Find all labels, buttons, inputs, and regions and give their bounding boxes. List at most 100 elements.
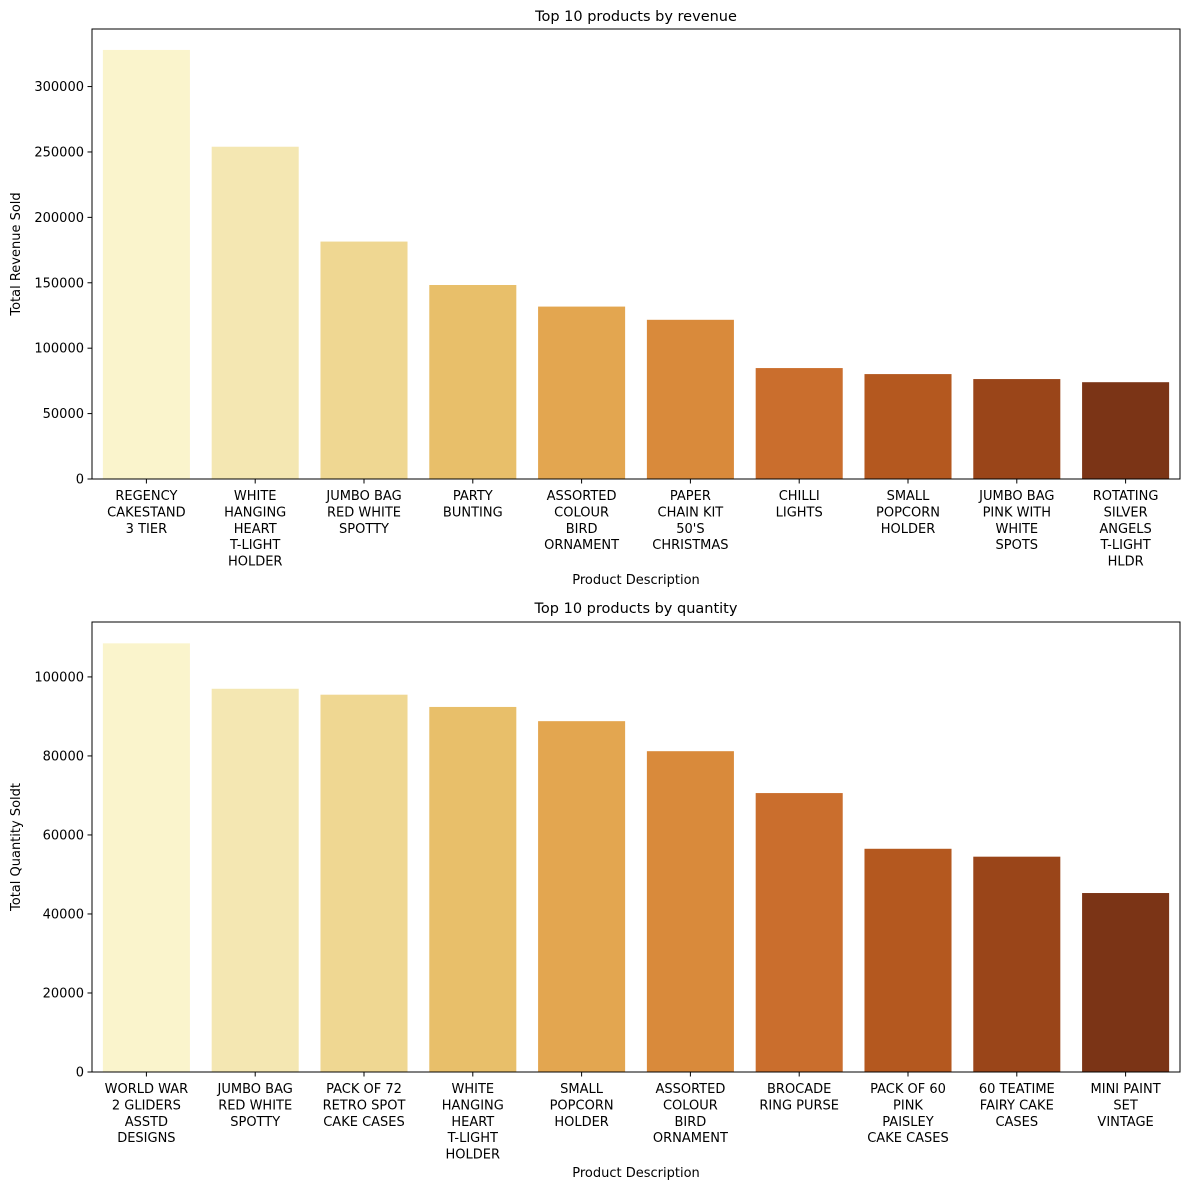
chart-2-bar bbox=[646, 751, 734, 1072]
chart-2-x-tick-label: WORLD WAR 2 GLIDERS ASSTD DESIGNS bbox=[105, 1082, 189, 1146]
chart-1-x-tick-label: CHILLI LIGHTS bbox=[776, 489, 823, 520]
chart-2-bar bbox=[973, 856, 1061, 1072]
chart-2-x-tick-label-line: JUMBO BAG bbox=[217, 1082, 293, 1097]
chart-2-bar bbox=[320, 694, 408, 1072]
chart-1-x-tick-label-line: BUNTING bbox=[443, 505, 503, 520]
chart-2-x-tick-label-line: MINI PAINT bbox=[1091, 1082, 1161, 1097]
chart-2-x-tick-label-line: PAISLEY bbox=[882, 1115, 933, 1130]
chart-1-y-axis-label: Total Revenue Sold bbox=[9, 192, 24, 316]
chart-2-title: Top 10 products by quantity bbox=[534, 601, 738, 617]
chart-1-bar bbox=[864, 374, 952, 479]
chart-1-x-tick-label-line: JUMBO BAG bbox=[325, 489, 401, 504]
chart-1-bar bbox=[429, 285, 517, 479]
chart-1-x-tick-label-line: T-LIGHT bbox=[1099, 538, 1150, 553]
chart-2-x-tick-label-line: DESIGNS bbox=[117, 1131, 175, 1146]
chart-2-x-tick-label-line: RED WHITE bbox=[218, 1098, 292, 1113]
chart-2-x-tick-label-line: SMALL bbox=[560, 1082, 604, 1097]
chart-2-x-tick-label-line: HOLDER bbox=[554, 1115, 609, 1130]
chart-1-y-tick-label: 100000 bbox=[34, 342, 84, 357]
chart-1-x-tick-label-line: ORNAMENT bbox=[544, 538, 619, 553]
chart-1-x-axis-label: Product Description bbox=[572, 573, 700, 588]
chart-2-axes-frame bbox=[91, 621, 1181, 1073]
chart-2-x-tick-label-line: SPOTTY bbox=[230, 1115, 280, 1130]
chart-2-x-tick-label-line: HANGING bbox=[442, 1098, 504, 1113]
chart-2-bar bbox=[755, 793, 843, 1072]
chart-1-bar bbox=[538, 306, 626, 479]
chart-1-axes-frame bbox=[91, 28, 1181, 480]
chart-1-bar bbox=[320, 241, 408, 479]
chart-1-y-tick-label: 0 bbox=[76, 473, 84, 488]
chart-1-x-tick-label: WHITE HANGING HEART T-LIGHT HOLDER bbox=[224, 489, 286, 570]
chart-1-x-tick-label-line: SPOTTY bbox=[339, 522, 389, 537]
chart-1-bar bbox=[211, 146, 299, 480]
chart-1-bar bbox=[102, 49, 190, 479]
chart-2-x-tick-label-line: ORNAMENT bbox=[653, 1131, 728, 1146]
chart-2-x-tick-label: PACK OF 60 PINK PAISLEY CAKE CASES bbox=[867, 1082, 949, 1146]
chart-2-x-tick-label-line: WHITE bbox=[451, 1082, 494, 1097]
chart-1-x-tick-label-line: LIGHTS bbox=[776, 505, 823, 520]
chart-2-x-tick-label-line: POPCORN bbox=[550, 1098, 614, 1113]
chart-2-x-tick-label-line: WORLD WAR bbox=[105, 1082, 189, 1097]
chart-1-x-tick-label-line: HOLDER bbox=[228, 555, 283, 570]
chart-1-x-tick-label: REGENCY CAKESTAND 3 TIER bbox=[107, 489, 186, 537]
chart-2-x-tick-label-line: BROCADE bbox=[767, 1082, 831, 1097]
chart-2-x-tick-label-line: ASSTD bbox=[125, 1115, 168, 1130]
chart-2-x-tick-label: PACK OF 72 RETRO SPOT CAKE CASES bbox=[323, 1082, 406, 1130]
chart-2-x-tick-label-line: PACK OF 72 bbox=[326, 1082, 402, 1097]
chart-2-x-tick-label: 60 TEATIME FAIRY CAKE CASES bbox=[979, 1082, 1055, 1130]
chart-1-x-tick-label-line: PARTY bbox=[453, 489, 493, 504]
chart-1-x-tick-label-line: SILVER bbox=[1104, 505, 1148, 520]
chart-1-x-tick-label: JUMBO BAG PINK WITH WHITE SPOTS bbox=[978, 489, 1054, 553]
chart-1-bar bbox=[1082, 382, 1170, 479]
chart-1-x-tick-label-line: SMALL bbox=[887, 489, 931, 504]
chart-2-y-tick-label: 80000 bbox=[43, 749, 84, 764]
chart-1-x-tick-label-line: CHILLI bbox=[779, 489, 820, 504]
chart-1-x-tick-label-line: 50'S bbox=[676, 522, 704, 537]
chart-1-x-tick-label-line: BIRD bbox=[566, 522, 598, 537]
chart-2-x-tick-label-line: T-LIGHT bbox=[447, 1131, 498, 1146]
chart-1-x-tick-label-line: SPOTS bbox=[996, 538, 1039, 553]
chart-2-x-tick-label: JUMBO BAG RED WHITE SPOTTY bbox=[217, 1082, 293, 1130]
chart-2-x-tick-label-line: CAKE CASES bbox=[323, 1115, 405, 1130]
chart-1-y-tick-label: 200000 bbox=[34, 211, 84, 226]
chart-1-x-tick-label-line: PAPER bbox=[670, 489, 711, 504]
chart-2-x-axis-label: Product Description bbox=[572, 1166, 700, 1181]
chart-2-x-tick-label-line: 60 TEATIME bbox=[979, 1082, 1055, 1097]
chart-1-y-tick-label: 50000 bbox=[43, 407, 84, 422]
chart-1-x-tick-label-line: ANGELS bbox=[1099, 522, 1151, 537]
chart-2-x-tick-label-line: COLOUR bbox=[663, 1098, 718, 1113]
chart-1-y-tick-label: 250000 bbox=[34, 145, 84, 160]
chart-1-x-tick-label: SMALL POPCORN HOLDER bbox=[876, 489, 940, 537]
chart-1-x-tick-label-line: HOLDER bbox=[881, 522, 936, 537]
chart-1-x-tick-label: ASSORTED COLOUR BIRD ORNAMENT bbox=[544, 489, 619, 553]
chart-1-x-tick-label-line: 3 TIER bbox=[126, 522, 167, 537]
chart-2-y-tick-label: 0 bbox=[76, 1066, 84, 1081]
chart-2-x-tick-label-line: PACK OF 60 bbox=[870, 1082, 946, 1097]
chart-2-x-tick-label-line: ASSORTED bbox=[655, 1082, 725, 1097]
chart-2-x-tick-label: ASSORTED COLOUR BIRD ORNAMENT bbox=[653, 1082, 728, 1146]
chart-1-x-tick-label-line: RED WHITE bbox=[327, 505, 401, 520]
chart-2-x-tick-label: BROCADE RING PURSE bbox=[759, 1082, 839, 1113]
chart-2-y-tick-label: 60000 bbox=[43, 828, 84, 843]
chart-2-x-tick-label-line: CASES bbox=[995, 1115, 1038, 1130]
chart-1-x-tick-label-line: HLDR bbox=[1108, 555, 1144, 570]
chart-2-bar bbox=[211, 688, 299, 1072]
chart-1-bar bbox=[973, 379, 1061, 479]
chart-1-x-tick-label-line: WHITE bbox=[234, 489, 277, 504]
chart-1-x-tick-label-line: T-LIGHT bbox=[229, 538, 280, 553]
chart-2-x-tick-label: MINI PAINT SET VINTAGE bbox=[1091, 1082, 1161, 1130]
chart-1-y-tick-label: 150000 bbox=[34, 276, 84, 291]
chart-2-x-tick-label-line: RING PURSE bbox=[759, 1098, 839, 1113]
chart-2-x-tick-label-line: BIRD bbox=[675, 1115, 707, 1130]
chart-2-x-tick-label-line: 2 GLIDERS bbox=[112, 1098, 181, 1113]
chart-2-x-tick-label: WHITE HANGING HEART T-LIGHT HOLDER bbox=[442, 1082, 504, 1163]
chart-1-x-tick-label: ROTATING SILVER ANGELS T-LIGHT HLDR bbox=[1093, 489, 1159, 570]
chart-1-x-tick-label-line: REGENCY bbox=[115, 489, 177, 504]
chart-2-x-tick-label-line: CAKE CASES bbox=[867, 1131, 949, 1146]
chart-2-bar bbox=[1082, 893, 1170, 1072]
chart-1-x-tick-label-line: ROTATING bbox=[1093, 489, 1159, 504]
chart-2-y-tick-label: 20000 bbox=[43, 986, 84, 1001]
chart-1-x-tick-label-line: CAKESTAND bbox=[107, 505, 186, 520]
chart-1-x-tick-label-line: PINK WITH bbox=[983, 505, 1051, 520]
